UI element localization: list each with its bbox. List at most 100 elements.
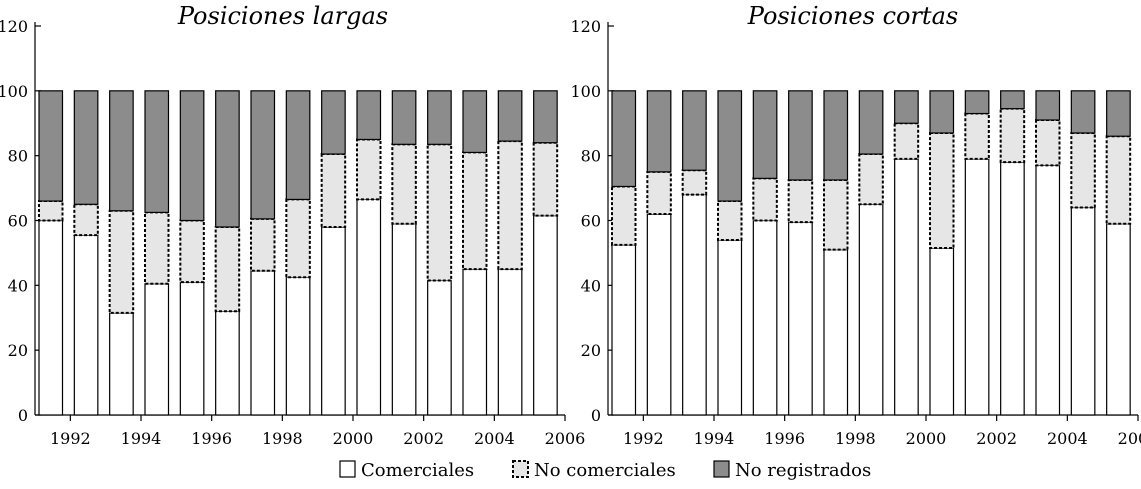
chart-panel-posiciones-cortas: Posiciones cortas 0 20 40 60 80 100 120 1992 1994… [570,2,1141,448]
x-tick-label: 1996 [191,429,232,448]
y-tick-label: 0 [591,406,601,425]
bar-comerciales-1997 [788,221,813,416]
bar-comerciales-2005 [497,268,523,416]
bar-no-comerciales-1993 [73,203,99,237]
bar-no-registrados-1994 [682,90,707,171]
bar-no-comerciales-1995 [144,211,170,285]
bar-no-comerciales-1993 [646,170,672,216]
bar-comerciales-1999 [285,276,311,416]
bar-comerciales-2003 [1000,161,1025,416]
bar-no-comerciales-2004 [1035,119,1061,167]
bar-no-registrados-2004 [462,90,488,154]
bar-no-comerciales-2006 [532,141,559,217]
chart-panel-posiciones-largas: Posiciones largas 0 20 40 60 80 100 120 1992 1994… [0,2,585,448]
bar-no-comerciales-1995 [717,200,743,241]
legend-item-comerciales: Comerciales [339,460,474,481]
bar-no-comerciales-1992 [611,185,637,246]
bar-no-registrados-1992 [611,90,637,188]
bar-no-registrados-2000 [321,90,346,155]
legend: Comerciales No comerciales No registrado… [339,460,871,481]
x-tick-label: 2004 [474,429,515,448]
bar-comerciales-2002 [964,158,990,416]
bar-comerciales-2006 [533,215,558,416]
bar-no-comerciales-1997 [787,178,814,224]
bar-no-registrados-1993 [73,90,99,205]
bar-comerciales-1992 [611,244,637,416]
bar-no-comerciales-1996 [179,219,205,284]
chart-title: Posiciones largas [177,2,388,30]
y-tick-label: 40 [581,276,601,295]
bar-no-comerciales-2005 [497,140,523,271]
bar-no-comerciales-2001 [929,131,955,250]
bar-no-registrados-1998 [250,90,276,220]
x-tick-label: 1992 [623,429,664,448]
bar-no-registrados-2003 [427,90,452,145]
y-tick-label: 60 [581,212,601,231]
bar-comerciales-2004 [462,268,488,416]
bar-no-registrados-2002 [964,90,990,115]
bar-comerciales-2005 [1070,206,1096,416]
bar-comerciales-2006 [1106,223,1131,416]
bar-comerciales-1993 [73,234,99,416]
y-tick-label: 0 [18,406,28,425]
y-tick-label: 20 [8,341,28,360]
bar-no-comerciales-1994 [681,169,708,196]
bar-no-registrados-1997 [215,90,240,228]
legend-label-no-comerciales: No comerciales [534,460,676,481]
legend-item-no-registrados: No registrados [713,460,871,481]
bar-comerciales-2004 [1035,164,1061,416]
bar-no-registrados-1994 [109,90,134,212]
x-tick-label: 1994 [694,429,735,448]
x-tick-label: 2002 [403,429,444,448]
bar-no-comerciales-1999 [285,198,311,279]
bar-comerciales-2002 [391,223,417,416]
x-tick-label: 1998 [835,429,876,448]
x-tick-label: 1998 [262,429,303,448]
bar-comerciales-1996 [179,281,205,416]
x-tick-label: 2006 [1118,429,1141,448]
bar-no-registrados-1992 [38,90,64,202]
chart-title: Posiciones cortas [747,2,958,30]
bar-comerciales-1996 [752,219,778,416]
bar-no-comerciales-2006 [1105,135,1132,225]
legend-label-no-registrados: No registrados [735,460,871,481]
bar-comerciales-2000 [321,226,346,416]
y-tick-label: 60 [8,212,28,231]
bar-comerciales-1995 [717,239,743,416]
bar-no-comerciales-1998 [250,217,276,272]
bar-no-registrados-1993 [646,90,672,173]
bar-no-registrados-1995 [144,90,170,213]
bar-no-comerciales-1994 [108,209,135,314]
bar-no-comerciales-2001 [356,138,382,201]
bar-no-comerciales-1996 [752,177,778,222]
bar-no-registrados-1995 [717,90,743,202]
bar-no-comerciales-2004 [462,151,488,271]
x-tick-label: 1992 [50,429,91,448]
bar-no-comerciales-1999 [858,153,884,206]
bar-comerciales-1994 [682,193,707,416]
x-tick-label: 2000 [333,429,374,448]
bar-no-registrados-2000 [894,90,919,124]
bar-no-registrados-2004 [1035,90,1061,121]
bar-no-registrados-2001 [929,90,955,134]
bar-comerciales-2000 [894,158,919,416]
y-tick-label: 100 [0,82,28,101]
bar-no-comerciales-2002 [391,143,417,225]
x-tick-label: 2002 [976,429,1017,448]
bar-no-registrados-1998 [823,90,849,181]
bar-no-comerciales-2002 [964,112,990,160]
bar-no-registrados-2001 [356,90,382,141]
x-tick-label: 1994 [121,429,162,448]
x-tick-label: 2000 [906,429,947,448]
bar-comerciales-1994 [109,312,134,416]
bar-comerciales-1998 [823,249,849,416]
bar-no-registrados-2006 [533,90,558,144]
bar-no-comerciales-1998 [823,178,849,251]
bar-no-comerciales-2000 [893,122,920,160]
y-tick-label: 120 [570,17,601,36]
bar-no-registrados-1996 [752,90,778,179]
bar-no-registrados-2003 [1000,90,1025,110]
bar-no-comerciales-2005 [1070,131,1096,209]
y-tick-label: 80 [8,147,28,166]
